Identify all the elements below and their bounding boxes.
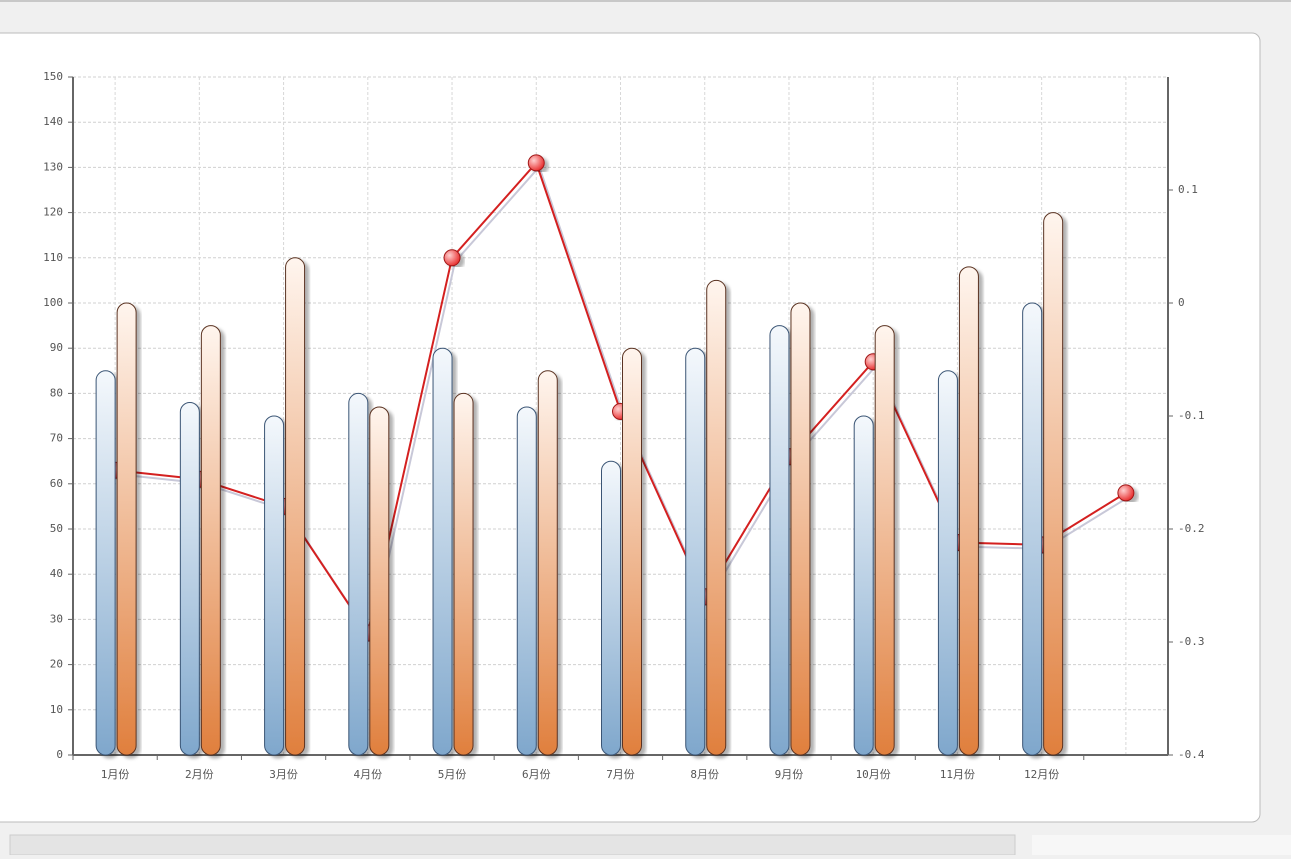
x-tick-label: 1月份 <box>101 768 130 781</box>
y-tick-label: 150 <box>43 70 63 83</box>
x-tick-label: 4月份 <box>353 768 382 781</box>
bar <box>853 415 874 756</box>
marker <box>527 154 545 172</box>
y2-tick-label: 0 <box>1178 296 1185 309</box>
y2-tick-label: -0.2 <box>1178 522 1205 535</box>
x-tick-label: 12月份 <box>1024 768 1059 781</box>
bottom-bar <box>9 834 1016 856</box>
x-tick-label: 7月份 <box>606 768 635 781</box>
bar <box>264 415 285 756</box>
y-tick-label: 40 <box>50 567 63 580</box>
x-tick-label: 9月份 <box>775 768 804 781</box>
x-tick-label: 6月份 <box>522 768 551 781</box>
bar <box>790 302 811 756</box>
bar <box>179 401 200 756</box>
x-tick-label: 10月份 <box>856 768 891 781</box>
x-tick-label: 3月份 <box>269 768 298 781</box>
bar <box>516 406 537 756</box>
y-tick-label: 30 <box>50 612 63 625</box>
y-tick-label: 130 <box>43 160 63 173</box>
y-tick-label: 80 <box>50 386 63 399</box>
y2-tick-label: -0.1 <box>1178 409 1205 422</box>
bar <box>95 370 116 756</box>
bar <box>601 460 621 756</box>
y-tick-label: 140 <box>43 115 63 128</box>
bar <box>369 406 390 756</box>
y-tick-label: 100 <box>43 296 63 309</box>
marker <box>1117 484 1135 502</box>
top-border <box>0 0 1291 2</box>
bar <box>348 392 369 756</box>
y-tick-label: 10 <box>50 703 63 716</box>
y-tick-label: 90 <box>50 341 63 354</box>
bar <box>937 370 958 756</box>
bar <box>769 325 790 756</box>
x-tick-label: 8月份 <box>690 768 719 781</box>
bar <box>537 370 558 756</box>
y-tick-label: 120 <box>43 206 63 219</box>
bar <box>958 266 979 756</box>
bar <box>1022 302 1043 756</box>
y2-tick-label: 0.1 <box>1178 183 1198 196</box>
bar <box>622 347 642 756</box>
y-tick-label: 20 <box>50 658 63 671</box>
y-tick-label: 70 <box>50 432 63 445</box>
y-tick-label: 60 <box>50 477 63 490</box>
marker <box>443 249 461 267</box>
y2-tick-label: -0.4 <box>1178 748 1205 761</box>
y2-tick-label: -0.3 <box>1178 635 1205 648</box>
x-tick-label: 5月份 <box>438 768 467 781</box>
x-tick-label: 11月份 <box>940 768 975 781</box>
y-tick-label: 110 <box>43 251 63 264</box>
bar <box>116 302 137 756</box>
bar <box>874 325 895 756</box>
bottom-side <box>1032 835 1291 855</box>
x-tick-label: 2月份 <box>185 768 214 781</box>
bar <box>706 279 727 756</box>
bar <box>432 347 453 756</box>
bar <box>1043 212 1064 756</box>
y-tick-label: 0 <box>56 748 63 761</box>
y-tick-label: 50 <box>50 522 63 535</box>
bar <box>453 392 474 756</box>
bar <box>685 347 706 756</box>
bar <box>285 257 306 756</box>
bar <box>200 325 221 756</box>
